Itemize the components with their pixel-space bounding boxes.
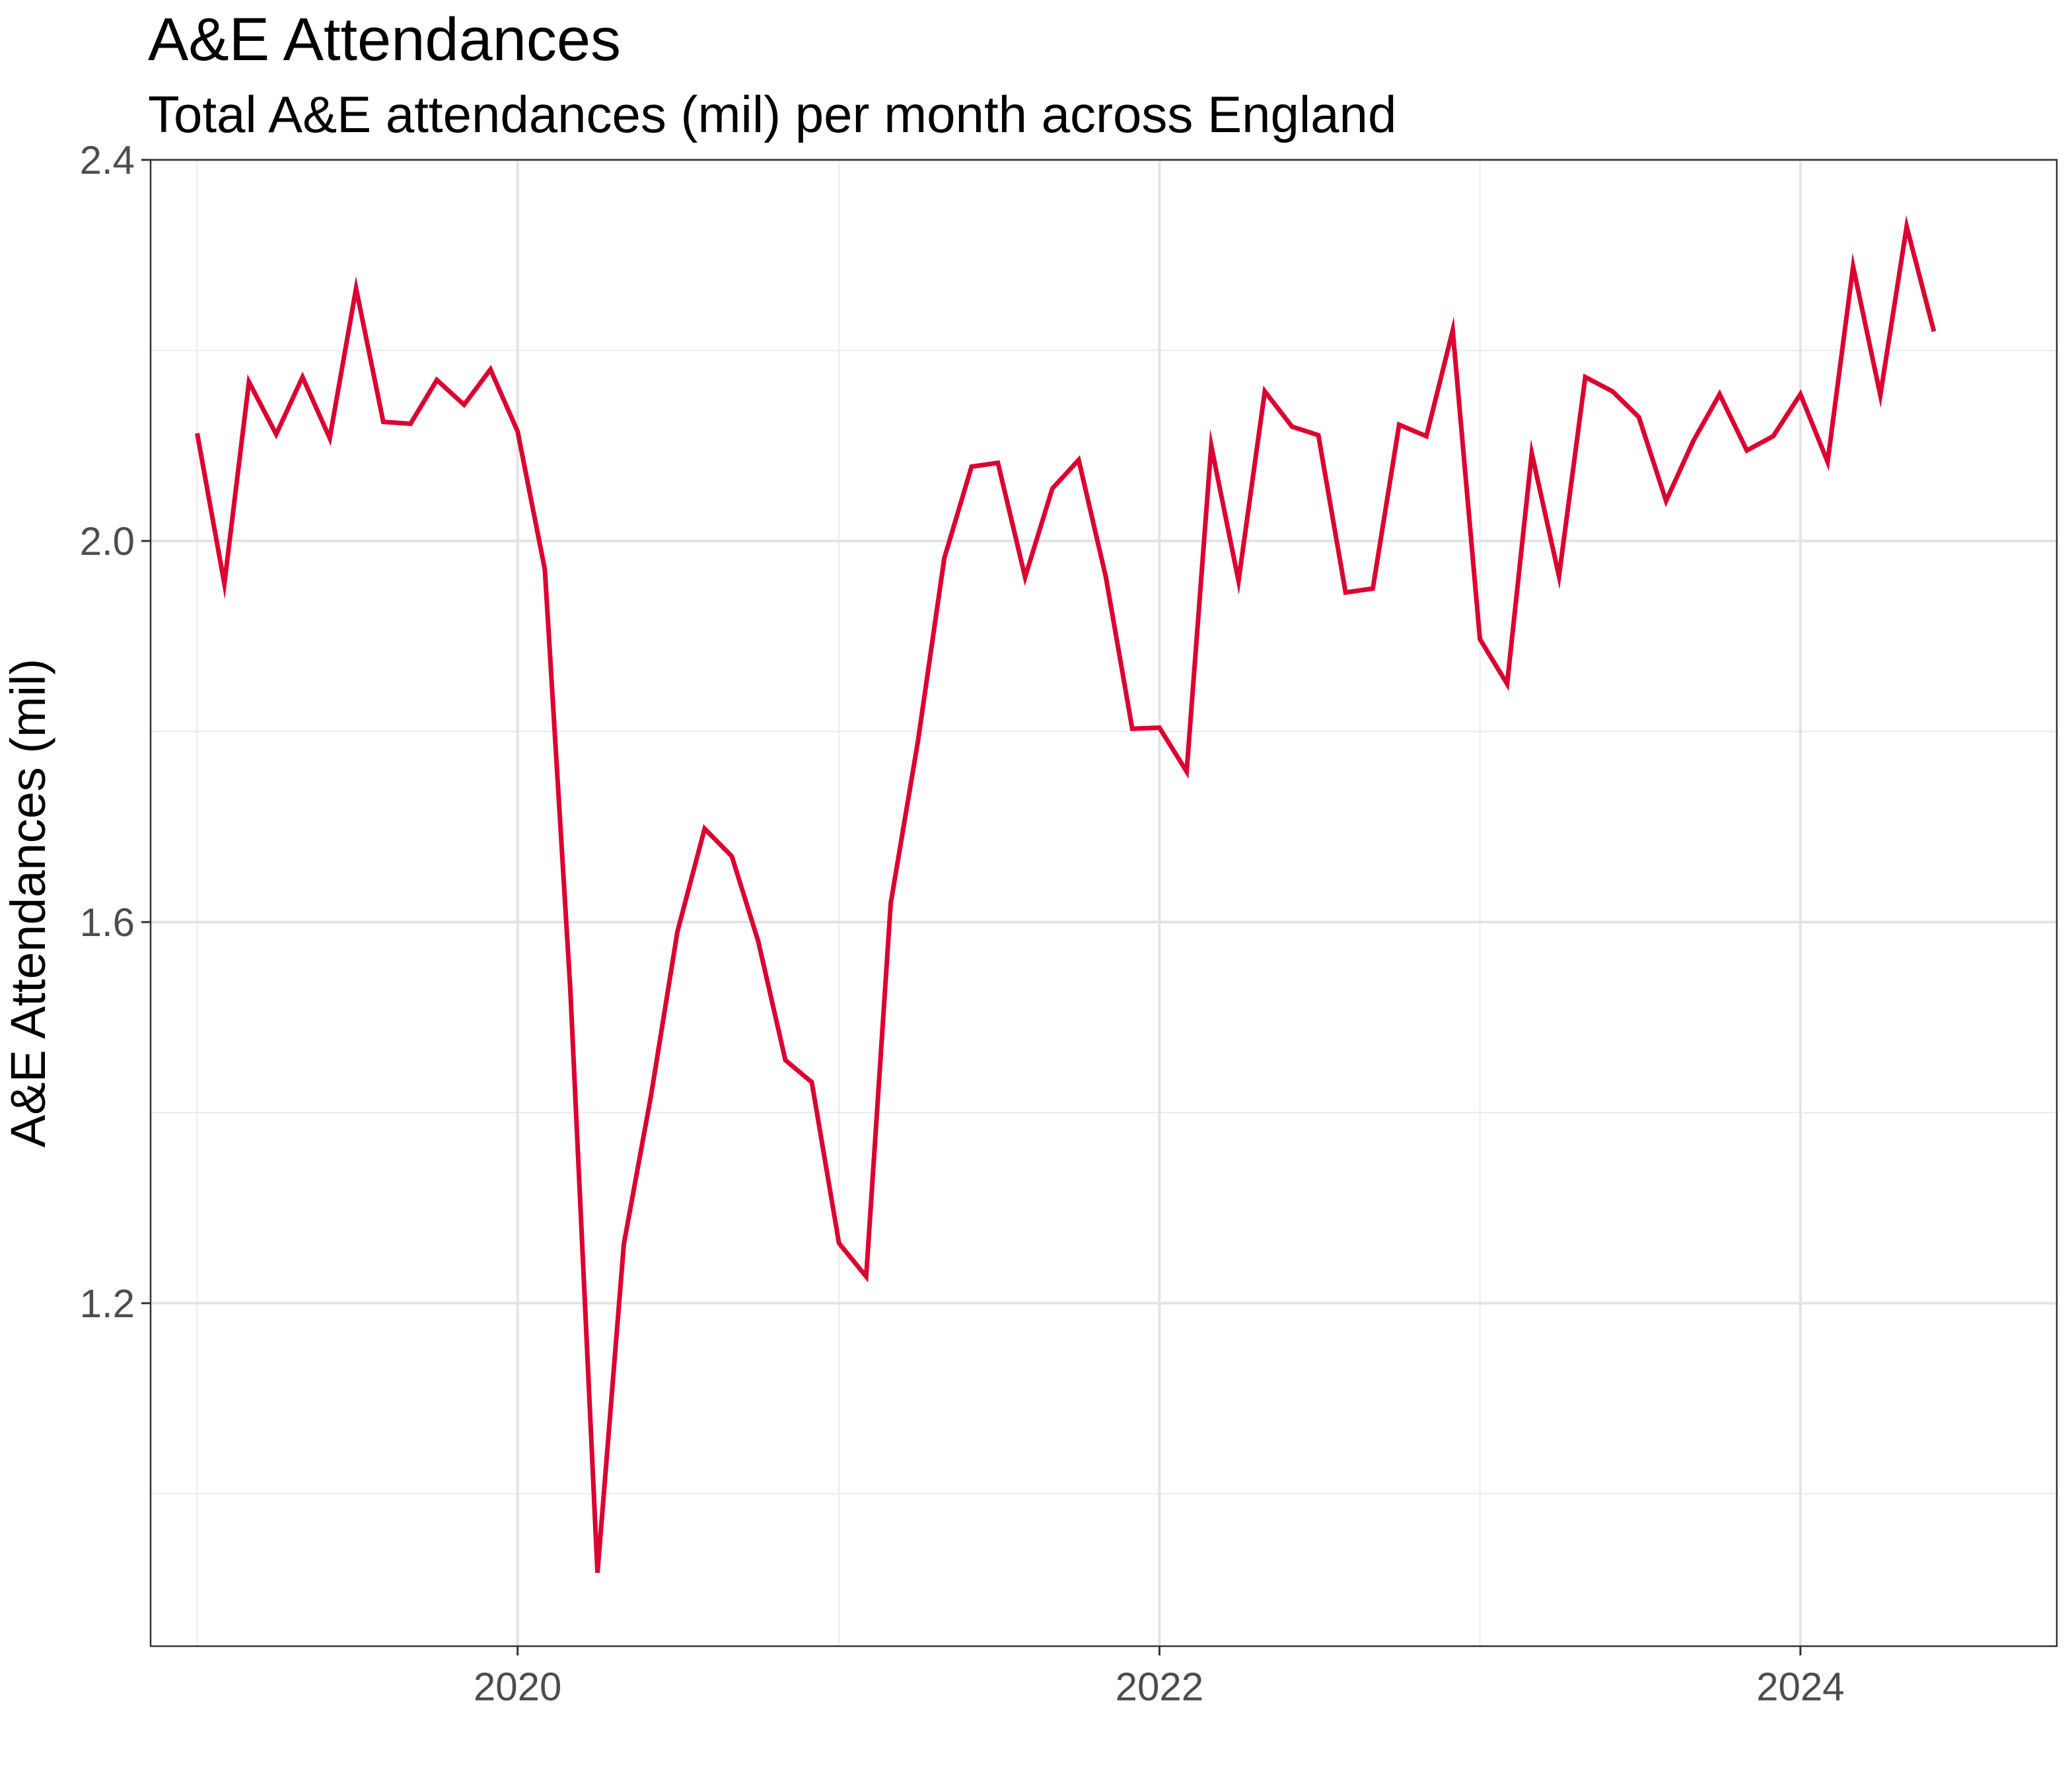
y-axis-title: A&E Attendances (mil) (1, 659, 55, 1147)
y-tick-label: 2.0 (80, 519, 135, 563)
y-tick-label: 1.2 (80, 1282, 135, 1326)
y-tick-label: 1.6 (80, 900, 135, 945)
axes: 1.2 1.6 2.0 2.4 2020 2022 2024 (80, 138, 1845, 1709)
chart-title: A&E Attendances (148, 6, 622, 73)
plot-panel-border (149, 159, 2058, 1648)
series-line-layer (195, 215, 1937, 1574)
series-line (195, 215, 1937, 1574)
x-tick-label: 2020 (474, 1665, 561, 1709)
chart-subtitle: Total A&E attendances (mil) per month ac… (148, 85, 1397, 143)
x-tick-label: 2022 (1116, 1665, 1203, 1709)
x-tick-label: 2024 (1756, 1665, 1844, 1709)
y-tick-label: 2.4 (80, 138, 135, 182)
